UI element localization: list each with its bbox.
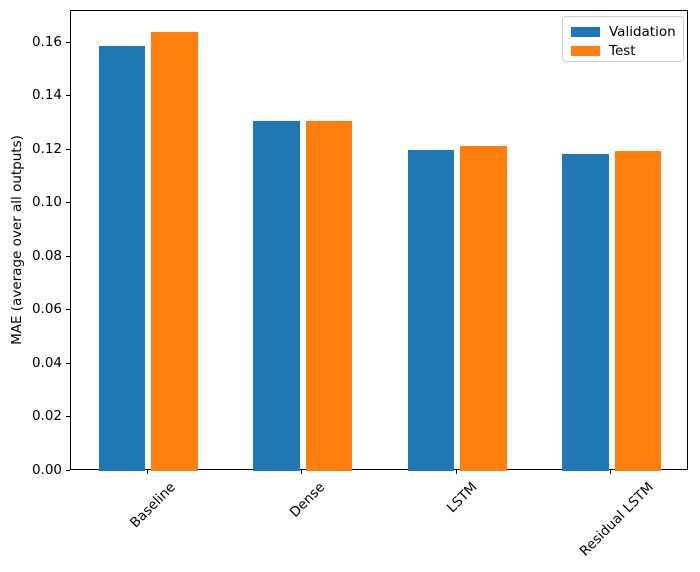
legend-label-validation: Validation bbox=[609, 23, 676, 40]
y-tick-label: 0.12 bbox=[31, 140, 62, 157]
y-tick-mark bbox=[66, 309, 70, 311]
x-tick-label: Dense bbox=[286, 479, 329, 521]
y-tick-label: 0.08 bbox=[31, 247, 62, 264]
y-tick-label: 0.04 bbox=[31, 354, 62, 371]
x-tick-label: Residual LSTM bbox=[576, 479, 657, 560]
y-tick-mark bbox=[66, 255, 70, 257]
legend-swatch-validation bbox=[571, 26, 600, 37]
x-tick-label: LSTM bbox=[443, 479, 481, 517]
y-tick-label: 0.16 bbox=[31, 33, 62, 50]
y-tick-mark bbox=[66, 95, 70, 97]
bar-validation-baseline bbox=[98, 45, 146, 471]
bar-test-residual-lstm bbox=[614, 151, 662, 471]
y-tick-mark bbox=[66, 202, 70, 204]
y-tick-mark bbox=[66, 148, 70, 150]
legend-swatch-test bbox=[571, 45, 600, 56]
bar-test-baseline bbox=[151, 32, 198, 471]
y-tick-label: 0.02 bbox=[31, 408, 62, 424]
y-tick-mark bbox=[66, 469, 70, 471]
x-tick-mark bbox=[146, 470, 148, 474]
x-tick-mark bbox=[301, 470, 303, 474]
legend-label-test: Test bbox=[609, 42, 636, 59]
x-tick-mark bbox=[610, 470, 612, 474]
legend-entry-test: Test bbox=[571, 42, 675, 59]
bar-test-dense bbox=[305, 120, 353, 471]
y-tick-label: 0.10 bbox=[31, 194, 62, 211]
plot-area bbox=[70, 10, 688, 471]
legend-entry-validation: Validation bbox=[571, 23, 676, 40]
x-tick-label: Baseline bbox=[127, 479, 180, 532]
x-tick-mark bbox=[455, 470, 457, 474]
y-tick-label: 0.06 bbox=[31, 301, 62, 318]
legend: Validation Test bbox=[562, 16, 684, 62]
bar-validation-lstm bbox=[407, 150, 455, 471]
y-tick-label: 0.14 bbox=[31, 87, 62, 104]
y-tick-label: 0.00 bbox=[31, 461, 62, 478]
bar-test-lstm bbox=[460, 146, 507, 471]
y-tick-mark bbox=[66, 41, 70, 43]
bar-validation-dense bbox=[253, 120, 300, 471]
y-tick-mark bbox=[66, 362, 70, 364]
bar-validation-residual-lstm bbox=[562, 154, 609, 471]
y-tick-mark bbox=[66, 416, 70, 417]
